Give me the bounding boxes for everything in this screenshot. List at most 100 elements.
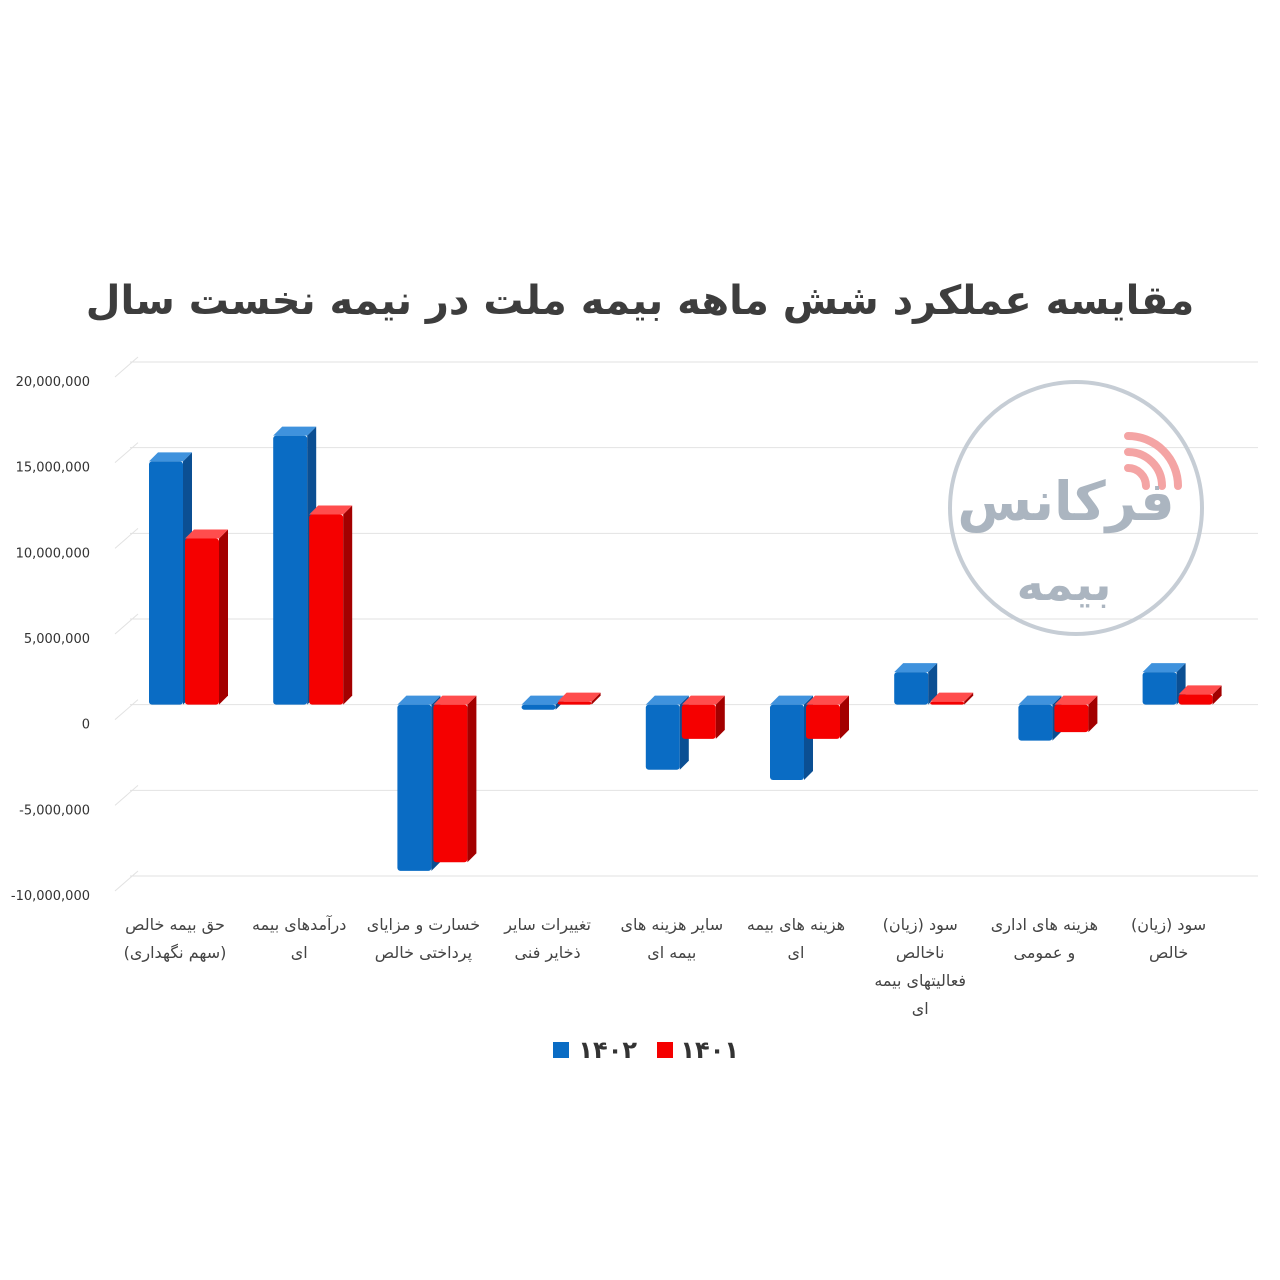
bar-side bbox=[343, 505, 353, 705]
bar-front bbox=[894, 672, 929, 705]
bar-top bbox=[557, 692, 601, 702]
y-tick-label: 10,000,000 bbox=[16, 546, 90, 561]
legend-swatch bbox=[553, 1042, 569, 1058]
gridline-slant bbox=[114, 784, 139, 806]
bar-series-1 bbox=[894, 663, 938, 705]
bar-front bbox=[557, 701, 592, 705]
y-tick-label: -5,000,000 bbox=[19, 803, 90, 818]
y-tick-label: -10,000,000 bbox=[11, 889, 90, 904]
bar-top bbox=[1142, 663, 1186, 673]
gridline-slant bbox=[114, 870, 139, 892]
bar-series-2 bbox=[806, 695, 849, 739]
category-label: ای bbox=[291, 943, 308, 962]
bar-side bbox=[467, 695, 477, 863]
legend: ۱۴۰۲ ۱۴۰۱ bbox=[553, 1036, 739, 1064]
bar-top bbox=[806, 695, 849, 705]
category-label: خسارت و مزایای bbox=[367, 915, 480, 935]
y-tick-label: 20,000,000 bbox=[16, 375, 90, 390]
y-axis: 20,000,000 15,000,000 10,000,000 5,000,000 0… bbox=[11, 375, 90, 904]
category-label: ای bbox=[788, 943, 805, 962]
bars bbox=[149, 426, 1222, 871]
bar-top bbox=[309, 505, 353, 515]
bar-front bbox=[1018, 704, 1053, 741]
bar-series-2 bbox=[185, 529, 228, 705]
bar-front bbox=[433, 704, 468, 863]
bar-front bbox=[149, 461, 183, 705]
category-label: هزینه های بیمه bbox=[747, 915, 845, 935]
bar-front bbox=[770, 704, 804, 781]
bar-front bbox=[273, 435, 308, 705]
legend-item: ۱۴۰۱ bbox=[657, 1036, 739, 1064]
bar-top bbox=[433, 695, 477, 705]
category-label: و عمومی bbox=[1014, 943, 1076, 963]
bar-series-2 bbox=[557, 692, 601, 705]
bar-series-2 bbox=[1178, 685, 1222, 705]
y-tick-label: 0 bbox=[82, 718, 90, 733]
bar-side bbox=[219, 529, 228, 705]
bar-side bbox=[1212, 685, 1222, 705]
bar-front bbox=[185, 538, 219, 705]
bar-front bbox=[645, 704, 680, 770]
bar-side bbox=[964, 692, 974, 705]
gridline-slant bbox=[114, 442, 139, 464]
watermark-logo: فرکانس بیمه bbox=[948, 380, 1204, 636]
bar-series-2 bbox=[1054, 695, 1098, 733]
bar-top bbox=[185, 529, 228, 539]
category-label: خالص bbox=[1149, 943, 1188, 963]
legend-swatch bbox=[657, 1042, 673, 1058]
bar-top bbox=[894, 663, 938, 673]
bar-top bbox=[681, 695, 725, 705]
category-label: سود (زیان) bbox=[1131, 915, 1206, 935]
bar-top bbox=[149, 452, 192, 462]
gridline-slant bbox=[114, 613, 139, 635]
chart-title: مقایسه عملکرد شش ماهه بیمه ملت در نیمه ن… bbox=[85, 278, 1195, 324]
y-tick-label: 15,000,000 bbox=[16, 461, 90, 476]
bar-front bbox=[681, 704, 716, 739]
bar-front bbox=[309, 514, 344, 705]
signal-icon bbox=[1124, 432, 1182, 490]
bar-top bbox=[1054, 695, 1098, 705]
category-label: ناخالص bbox=[896, 943, 945, 963]
gridline-slant bbox=[114, 527, 139, 549]
bar-top bbox=[1178, 685, 1222, 695]
bar-series-1 bbox=[521, 695, 565, 710]
watermark-ring bbox=[948, 380, 1204, 636]
category-label: هزینه های اداری bbox=[991, 915, 1098, 935]
category-label: بیمه ای bbox=[647, 943, 696, 962]
bar-side bbox=[715, 695, 725, 739]
category-label: پرداختی خالص bbox=[375, 943, 472, 963]
bar-series-2 bbox=[309, 505, 353, 705]
category-label: فعالیتهای بیمه bbox=[874, 971, 966, 991]
bar-front bbox=[1142, 672, 1177, 705]
category-label: ذخایر فنی bbox=[515, 943, 581, 963]
bar-top bbox=[273, 426, 317, 436]
bar-front bbox=[521, 704, 556, 710]
bar-top bbox=[1018, 695, 1062, 705]
bar-series-2 bbox=[930, 692, 974, 705]
x-axis-labels: حق بیمه خالص (سهم نگهداری) درآمدهای بیمه ای… bbox=[124, 915, 1207, 1018]
bar-front bbox=[806, 704, 840, 739]
bar-series-2 bbox=[433, 695, 477, 863]
legend-label: ۱۴۰۱ bbox=[680, 1036, 739, 1064]
legend-item: ۱۴۰۲ bbox=[553, 1036, 637, 1064]
bar-top bbox=[645, 695, 689, 705]
gridline-slant bbox=[114, 356, 139, 378]
category-label: درآمدهای بیمه bbox=[252, 915, 346, 935]
gridline-slant bbox=[114, 699, 139, 721]
bar-top bbox=[930, 692, 974, 702]
bar-side bbox=[840, 695, 849, 739]
bar-front bbox=[1178, 694, 1213, 705]
legend-label: ۱۴۰۲ bbox=[578, 1036, 637, 1064]
bar-front bbox=[397, 704, 432, 871]
category-label: حق بیمه خالص bbox=[125, 915, 225, 935]
bar-side bbox=[928, 663, 938, 705]
category-label: سود (زیان) bbox=[883, 915, 958, 935]
bar-side bbox=[591, 692, 601, 705]
y-tick-label: 5,000,000 bbox=[24, 632, 90, 647]
bar-top bbox=[770, 695, 813, 705]
bar-side bbox=[1088, 695, 1098, 733]
bar-top bbox=[521, 695, 565, 705]
category-label: تغییرات سایر bbox=[503, 915, 591, 935]
bar-front bbox=[1054, 704, 1089, 733]
